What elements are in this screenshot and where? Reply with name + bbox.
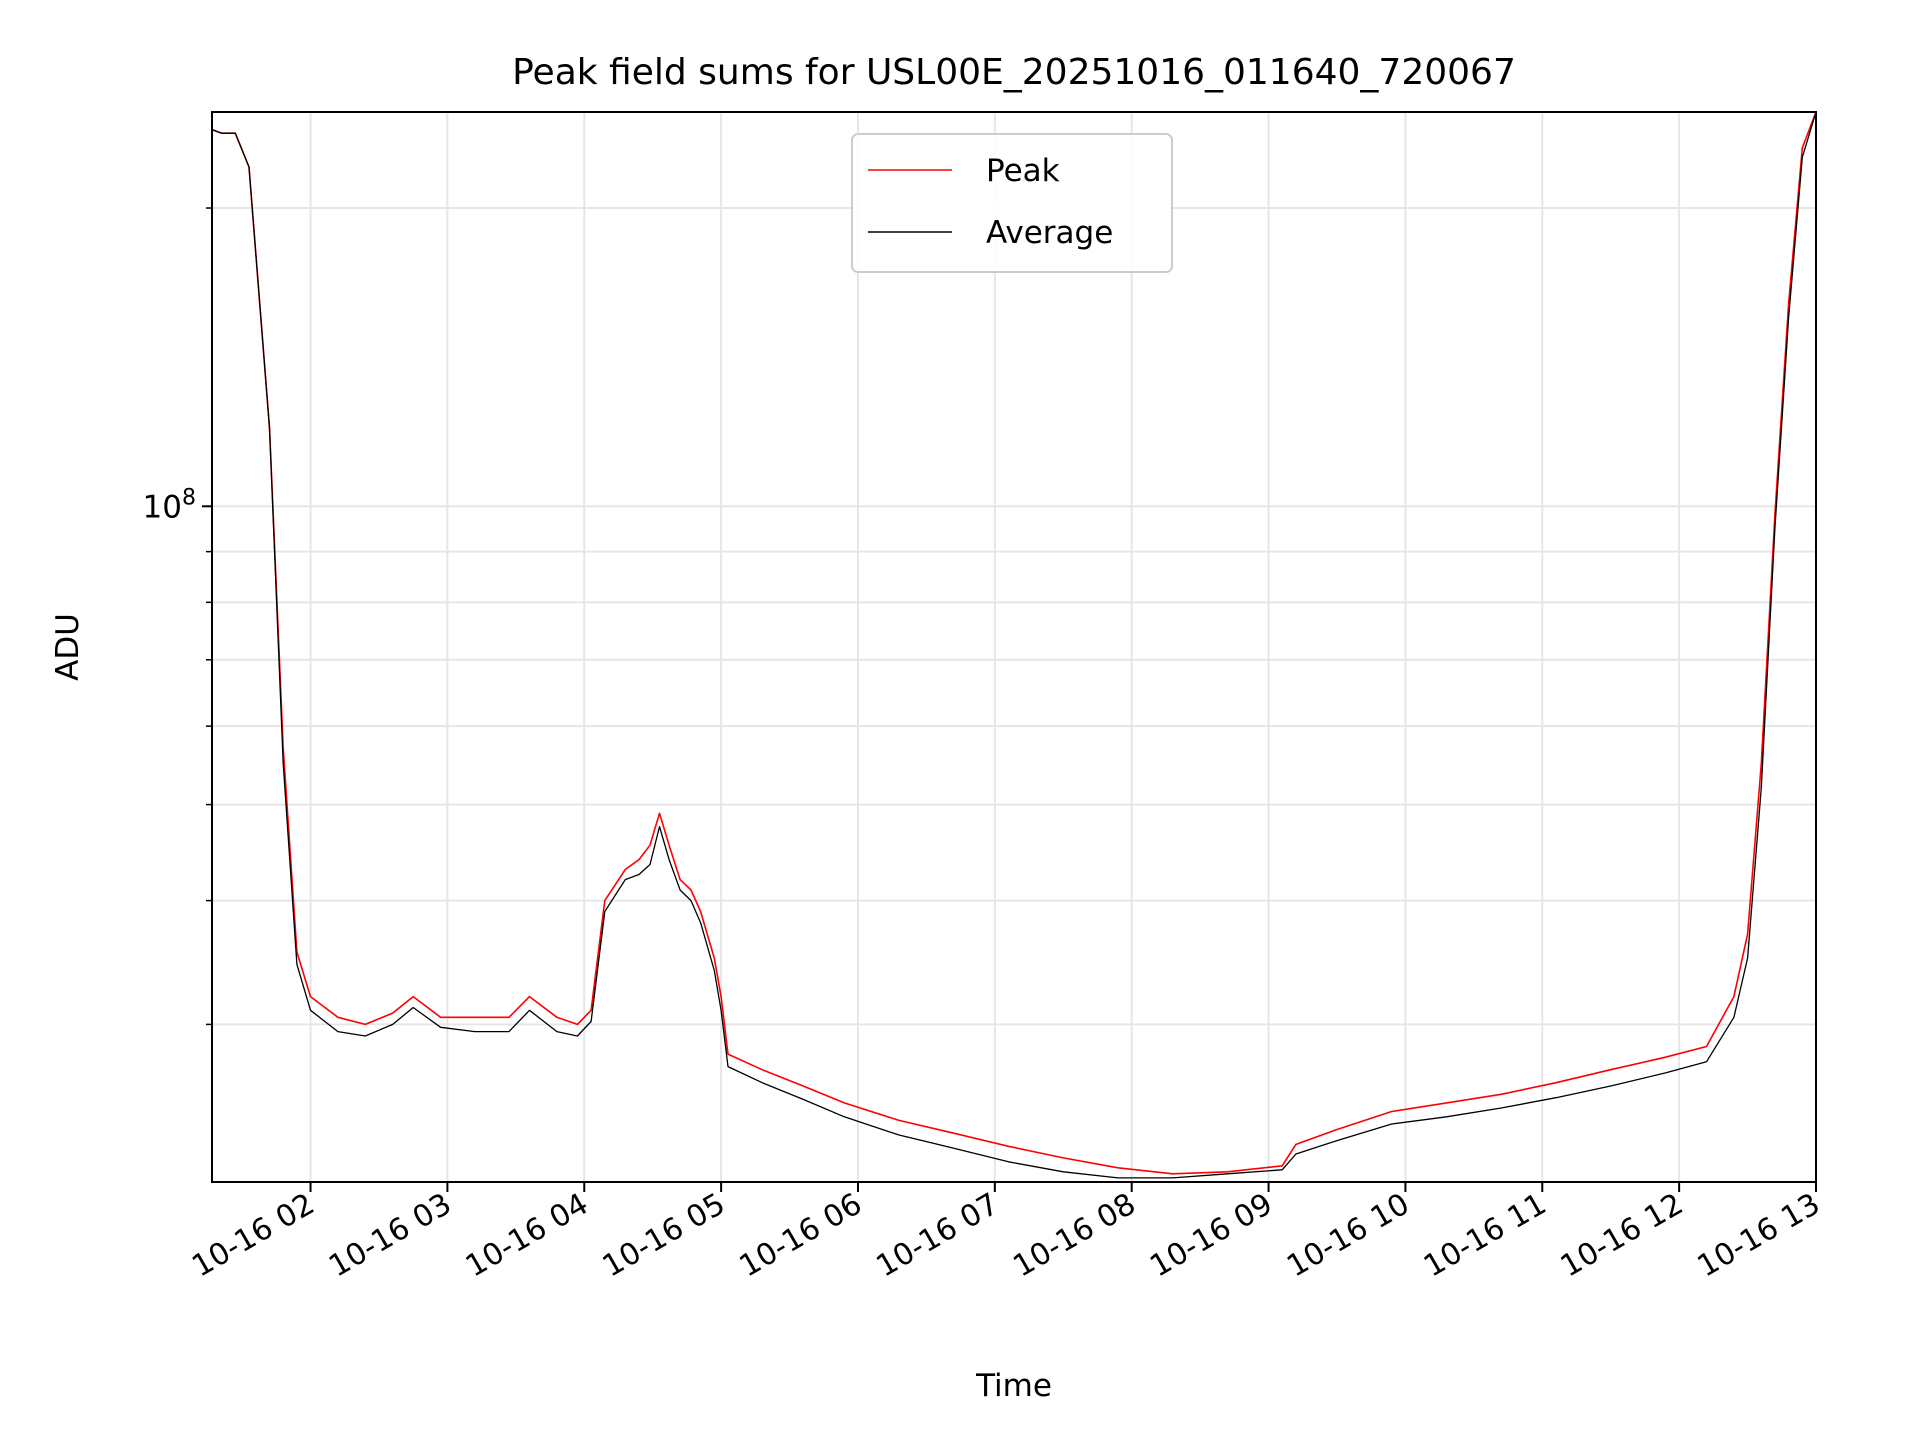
legend: Peak Average bbox=[851, 133, 1173, 273]
series-line-peak bbox=[212, 112, 1816, 1175]
legend-label-average: Average bbox=[986, 215, 1113, 251]
plot-area-frame bbox=[211, 111, 1817, 1183]
y-axis-label: ADU bbox=[50, 613, 86, 681]
chart-title: Peak field sums for USL00E_20251016_0116… bbox=[512, 52, 1516, 93]
y-tick-base: 10 bbox=[143, 489, 182, 525]
grid bbox=[212, 112, 1817, 1182]
legend-label-peak: Peak bbox=[986, 153, 1060, 189]
series-line-average bbox=[212, 112, 1816, 1179]
series-layer bbox=[212, 112, 1816, 1179]
y-tick-label-1e8: 108 bbox=[143, 485, 196, 525]
y-tick-exponent: 8 bbox=[182, 485, 196, 510]
x-axis-label: Time bbox=[975, 1368, 1052, 1404]
legend-box bbox=[851, 133, 1173, 273]
